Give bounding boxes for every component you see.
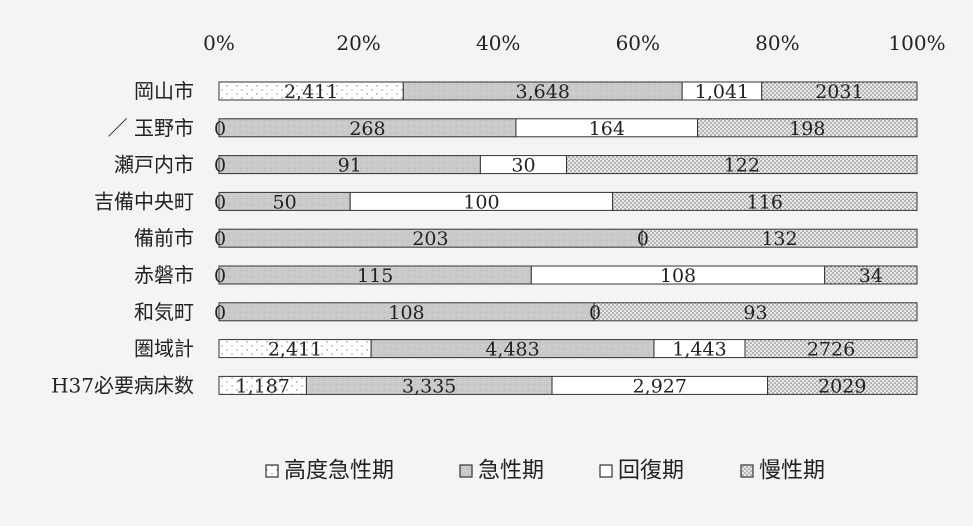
- data-label: 0: [214, 302, 226, 324]
- data-label: 115: [357, 265, 393, 287]
- x-axis: 0% 20% 40% 60% 80% 100%: [203, 31, 945, 55]
- data-label: 100: [463, 191, 499, 213]
- data-label: 50: [273, 191, 297, 213]
- x-tick-label: 60%: [616, 31, 660, 55]
- data-label: 122: [724, 155, 760, 177]
- category-label: 岡山市: [134, 79, 194, 103]
- legend-label: 高度急性期: [284, 459, 394, 484]
- data-label: 2029: [818, 375, 866, 397]
- data-label: 203: [412, 228, 448, 250]
- data-label: 2031: [815, 81, 863, 103]
- data-label: 34: [859, 265, 883, 287]
- bar-segment-慢性期: [612, 191, 918, 211]
- category-label: 赤磐市: [134, 263, 194, 287]
- category-label: ／ 玉野市: [108, 116, 194, 140]
- data-label: 2,927: [633, 375, 687, 397]
- bar-segment-慢性期: [761, 81, 918, 101]
- bar-segment-慢性期: [593, 302, 918, 322]
- bar-segment-慢性期: [697, 118, 918, 138]
- legend-swatch-回復期: [599, 464, 613, 478]
- data-label: 108: [388, 302, 424, 324]
- bar-segment-慢性期: [824, 265, 918, 285]
- category-label: 瀬戸内市: [114, 153, 194, 177]
- data-label: 3,648: [516, 81, 570, 103]
- data-label: 0: [589, 302, 601, 324]
- data-label: 0: [637, 228, 649, 250]
- bar-segment-慢性期: [566, 155, 918, 175]
- data-label: 268: [349, 118, 385, 140]
- category-label: 吉備中央町: [94, 189, 194, 213]
- data-label: 91: [338, 155, 362, 177]
- data-label: 1,443: [672, 339, 726, 361]
- legend: 高度急性期 急性期 回復期 慢性期: [265, 459, 825, 484]
- data-label: 93: [743, 302, 767, 324]
- bar-segment-慢性期: [744, 339, 918, 359]
- data-label: 2,411: [268, 339, 322, 361]
- data-label: 2726: [807, 339, 855, 361]
- data-label: 1,187: [236, 375, 290, 397]
- x-tick-label: 40%: [476, 31, 520, 55]
- x-tick-label: 0%: [203, 31, 235, 55]
- data-label: 1,041: [695, 81, 749, 103]
- data-label: 4,483: [485, 339, 539, 361]
- legend-label: 慢性期: [759, 459, 825, 484]
- bar-segment-慢性期: [641, 228, 918, 248]
- category-label: 備前市: [134, 226, 194, 250]
- x-tick-label: 80%: [755, 31, 799, 55]
- legend-label: 回復期: [618, 459, 684, 484]
- data-label: 198: [789, 118, 825, 140]
- legend-swatch-急性期: [459, 464, 473, 478]
- category-label: H37必要病床数: [51, 373, 194, 397]
- legend-swatch-慢性期: [740, 464, 754, 478]
- category-label: 圏域計: [134, 337, 194, 361]
- data-label: 164: [589, 118, 625, 140]
- data-label: 2,411: [284, 81, 338, 103]
- data-label: 30: [511, 155, 535, 177]
- data-label: 0: [214, 155, 226, 177]
- data-label: 116: [747, 191, 783, 213]
- category-label: 和気町: [134, 300, 194, 324]
- legend-swatch-高度急性期: [265, 464, 279, 478]
- data-label: 0: [214, 191, 226, 213]
- bars: [218, 81, 918, 395]
- data-label: 108: [660, 265, 696, 287]
- data-label: 0: [214, 228, 226, 250]
- data-label: 3,335: [402, 375, 456, 397]
- x-tick-label: 100%: [888, 31, 945, 55]
- legend-label: 急性期: [478, 459, 544, 484]
- x-tick-label: 20%: [336, 31, 380, 55]
- data-labels: 2,411 3,648 1,041 2031 0 268 164 198 0 91 30 122 0 50…: [214, 81, 883, 397]
- data-label: 132: [761, 228, 797, 250]
- data-label: 0: [214, 118, 226, 140]
- bar-segment-慢性期: [767, 375, 918, 395]
- data-label: 0: [214, 265, 226, 287]
